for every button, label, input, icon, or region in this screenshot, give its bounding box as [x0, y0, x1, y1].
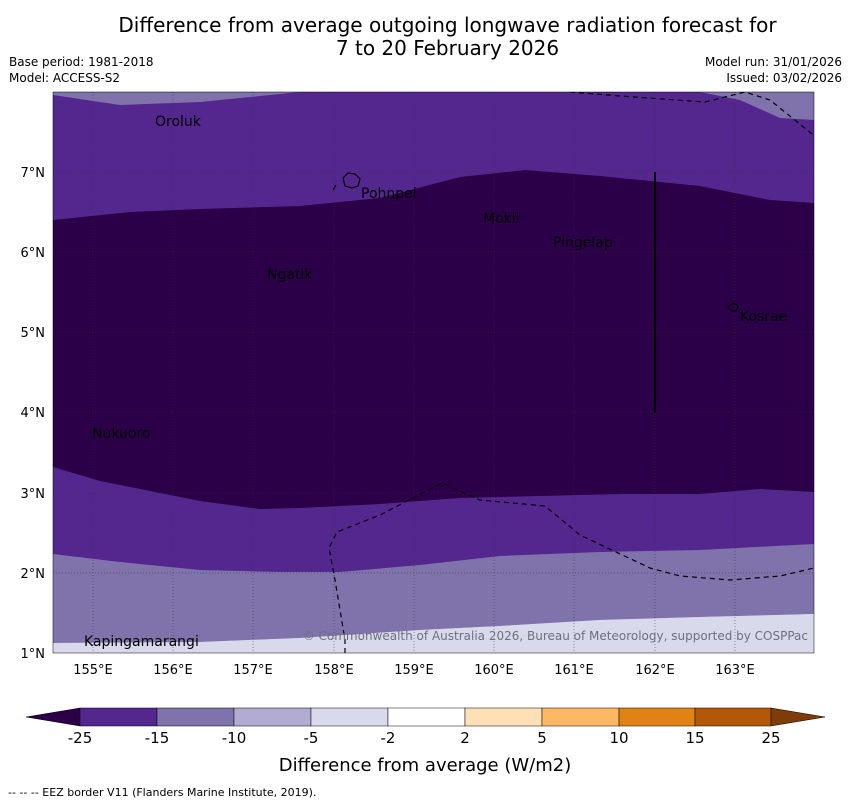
colorbar-swatch [310, 707, 389, 727]
lat-axis-labels: 7°N 6°N 5°N 4°N 3°N 2°N 1°N [21, 166, 46, 662]
colorbar-swatch [464, 707, 543, 727]
band-minus25 [53, 170, 814, 509]
colorbar-tick: -5 [303, 729, 319, 747]
colorbar-swatch [79, 707, 158, 727]
band-minus2 [53, 614, 814, 653]
lon-label: 157°E [233, 663, 273, 678]
lat-label: 2°N [21, 567, 46, 582]
colorbar-swatch [233, 707, 312, 727]
lon-label: 163°E [715, 663, 755, 678]
map-frame [52, 91, 815, 654]
eez-borders [328, 92, 814, 653]
pohnpei-islet [332, 184, 337, 191]
lon-label: 162°E [635, 663, 675, 678]
place-kosrae: Kosrae [740, 309, 787, 325]
lon-label: 160°E [474, 663, 514, 678]
colorbar [25, 707, 826, 727]
colorbar-tick: 10 [609, 729, 629, 747]
place-pingelap: Pingelap [553, 235, 613, 251]
place-mokil: Mokil [483, 211, 520, 227]
base-period: Base period: 1981-2018 [9, 55, 154, 69]
kosrae-outline [727, 302, 739, 312]
issued-date: Issued: 03/02/2026 [726, 71, 842, 85]
eez-footnote: -- -- -- EEZ border V11 (Flanders Marine… [8, 786, 317, 799]
chart-title-line1: Difference from average outgoing longwav… [118, 13, 777, 37]
place-nukuoro: Nukuoro [92, 426, 150, 442]
map-plot-area [53, 92, 814, 653]
colorbar-tick: -25 [67, 729, 93, 747]
model-run: Model run: 31/01/2026 [704, 55, 842, 69]
copyright-text: © Commonwealth of Australia 2026, Bureau… [303, 629, 808, 643]
band-minus15-top [53, 92, 814, 120]
pohnpei-outline [342, 172, 361, 189]
colorbar-tick: -2 [380, 729, 396, 747]
colorbar-swatch [618, 707, 696, 727]
colorbar-tick: 15 [685, 729, 705, 747]
colorbar-swatch [541, 707, 620, 727]
lon-label: 159°E [394, 663, 434, 678]
lat-label: 7°N [21, 166, 46, 181]
colorbar-extend-low [25, 707, 81, 727]
place-pohnpei: Pohnpei [361, 186, 417, 202]
colorbar-tick: 2 [460, 729, 470, 747]
colorbar-swatch [387, 707, 466, 727]
place-labels: Oroluk Pohnpei Mokil Pingelap Ngatik Kos… [84, 114, 787, 650]
colorbar-tick: 25 [761, 729, 781, 747]
colorbar-title: Difference from average (W/m2) [278, 755, 572, 776]
lat-label: 5°N [21, 326, 46, 341]
place-oroluk: Oroluk [155, 114, 202, 130]
model-name: Model: ACCESS-S2 [9, 71, 121, 85]
colorbar-swatch [156, 707, 235, 727]
meta-left: Base period: 1981-2018 Model: ACCESS-S2 [9, 54, 154, 86]
lat-label: 4°N [21, 406, 46, 421]
lat-label: 6°N [21, 246, 46, 261]
lat-label: 3°N [21, 487, 46, 502]
colorbar-tick: -10 [221, 729, 247, 747]
meta-right: Model run: 31/01/2026 Issued: 03/02/2026 [705, 54, 842, 86]
band-minus10-top [53, 92, 814, 120]
chart-title-line2: 7 to 20 February 2026 [335, 36, 560, 60]
lon-axis-labels: 155°E 156°E 157°E 158°E 159°E 160°E 161°… [73, 663, 755, 678]
colorbar-tick: -15 [144, 729, 170, 747]
lat-label: 1°N [21, 647, 46, 662]
lon-label: 158°E [314, 663, 354, 678]
place-kapingamarangi: Kapingamarangi [84, 634, 199, 650]
lon-label: 156°E [153, 663, 193, 678]
colorbar-extend-high [770, 707, 826, 727]
colorbar-tick: 5 [537, 729, 547, 747]
lon-label: 155°E [73, 663, 113, 678]
colorbar-swatch [694, 707, 772, 727]
lon-label: 161°E [554, 663, 594, 678]
place-ngatik: Ngatik [267, 267, 313, 283]
